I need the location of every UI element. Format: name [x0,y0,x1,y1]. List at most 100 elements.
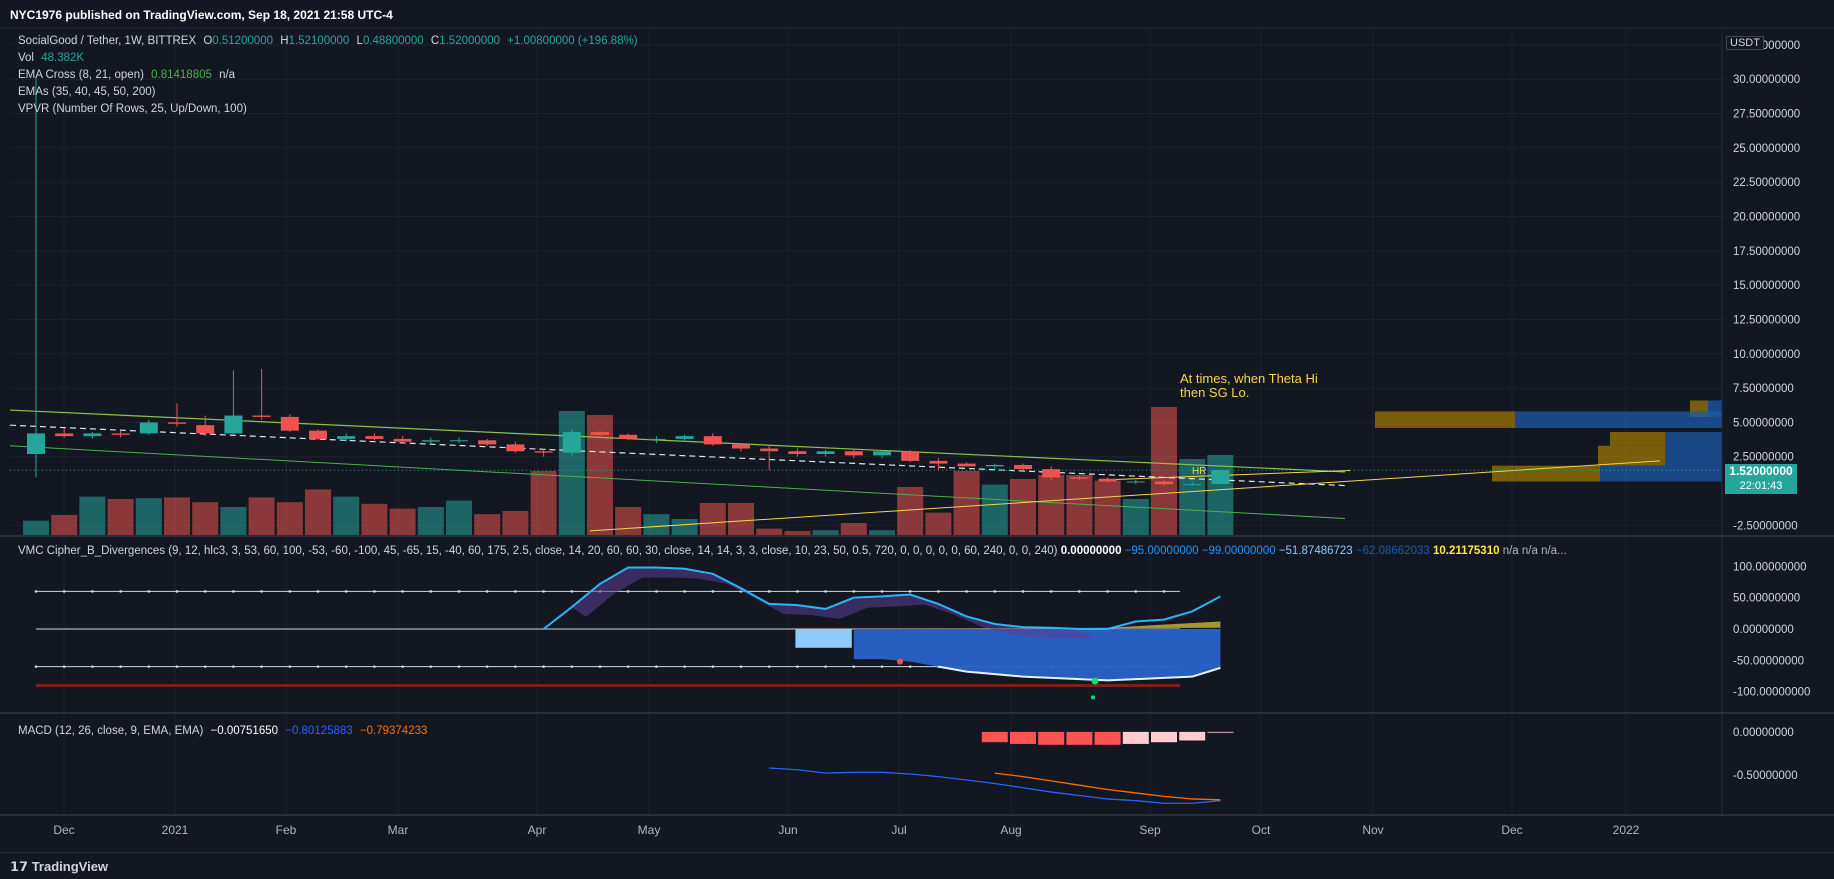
time-axis-label: Sep [1139,823,1161,837]
time-axis[interactable]: Dec 2021 Feb Mar Apr May Jun Jul Aug Sep Oct Nov Dec… [53,823,1639,837]
emas-label: EMAs (35, 40, 45, 50, 200) [18,86,156,98]
vmc-dot [457,665,461,668]
vpvr-legend[interactable]: VPVR (Number Of Rows, 25, Up/Down, 100) [18,103,247,115]
channel-upper-line [9,409,1346,473]
vmc-axis-label: 100.00000000 [1733,561,1807,573]
vmc-dot [34,590,38,593]
vmc-value: n/a [1499,545,1519,557]
macd-legend[interactable]: MACD (12, 26, close, 9, EMA, EMA) −0.007… [18,725,427,737]
annotation-line-2: then SG Lo. [1180,385,1250,400]
candle-body [506,444,525,452]
vmc-values: 0.00000000 −95.00000000 −99.00000000 −51… [1061,545,1567,557]
price-tick-label: 10.00000000 [1733,349,1800,361]
macd-hist-bar [1207,731,1234,733]
candle-body [252,415,271,417]
vmc-axis-label: 0.00000000 [1733,624,1794,636]
price-axis[interactable]: 32.5000000030.0000000027.5000000025.0000… [1721,30,1800,815]
vmc-dot [344,665,348,668]
candle-body [562,432,581,453]
time-axis-label: May [638,823,661,837]
vmc-dot [62,665,66,668]
candle-body [1183,484,1202,486]
time-axis-label: Aug [1000,823,1021,837]
vmc-dot [260,665,263,668]
vmc-green-dot [1091,677,1099,685]
volume-bar [220,507,247,535]
pane-separators [0,27,1834,816]
vmc-dot [598,665,602,668]
candle-body [844,451,863,456]
vmc-dot [175,590,179,593]
ema-cross-legend[interactable]: EMA Cross (8, 21, open) 0.81418805 n/a [18,69,235,81]
vpvr-down-row [1665,445,1722,466]
price-tick-label: 2.50000000 [1733,452,1794,464]
volume-legend[interactable]: Vol 48.382K [18,52,84,64]
price-tick-label: 25.00000000 [1733,143,1800,155]
macd-pane: 0.00000000 -0.50000000 [769,727,1798,804]
candle-body [280,416,299,431]
currency-button[interactable]: USDT [1726,36,1764,50]
vmc-dot [34,665,38,668]
vmc-dot [316,665,320,668]
macd-hist-bar [1179,731,1206,741]
candle-body [1070,477,1089,479]
ema-cross-value: 0.81418805 [151,69,212,81]
vmc-dot [852,665,856,668]
countdown: 22:01:43 [1739,480,1783,492]
volume-bar [784,531,811,535]
symbol-name: SocialGood / Tether, 1W, BITTREX [18,35,197,47]
vmc-yellow-area [853,621,1221,629]
channel-lower-line [9,445,1346,520]
vmc-dot [401,665,404,668]
vmc-dot [542,590,545,593]
vmc-axis-label: 50.00000000 [1733,593,1800,605]
volume-bar [840,523,867,535]
vmc-dot [91,590,94,593]
volume-bar [699,503,726,535]
candle-body [450,440,468,442]
vmc-dot [570,590,574,593]
vpvr-down-row [1665,432,1722,446]
vmc-dot [1078,590,1081,593]
vmc-dot [260,590,263,593]
vpvr-up-row [1610,432,1665,446]
vmc-dot [147,665,151,668]
volume-bar [446,500,472,535]
vmc-dot [429,590,433,593]
volume-bars [23,407,1234,535]
volume-bar [51,515,78,535]
volume-value: 48.382K [41,52,85,64]
macd-hist-bar [1038,731,1065,745]
volume-bar [135,498,162,535]
volume-bar [248,497,275,535]
vmc-dot [373,590,376,593]
emas-legend[interactable]: EMAs (35, 40, 45, 50, 200) [18,86,155,98]
macd-hist-bar [1151,731,1177,743]
time-axis-label: Feb [276,823,297,837]
tradingview-logo[interactable]: 𝟭𝟳 TradingView [10,859,108,875]
candle-body [957,463,976,467]
vmc-dot [288,590,292,593]
volume-bar [23,520,49,535]
projection-line-1 [589,460,1661,532]
candle-body [1014,464,1032,470]
symbol-legend[interactable]: SocialGood / Tether, 1W, BITTREX O0.5120… [18,35,638,47]
time-axis-label: Dec [1501,823,1522,837]
macd-hist-bar [1066,731,1093,745]
candle-body [647,438,666,440]
macd-axis-label: -0.50000000 [1733,770,1798,782]
vmc-dot [542,665,545,668]
volume-label: Vol [18,52,34,64]
open-label: O [203,35,213,47]
time-axis-label: Jul [891,823,906,837]
vmc-legend[interactable]: VMC Cipher_B_Divergences (9, 12, hlc3, 3… [18,545,1567,557]
volume-bar [1207,455,1234,535]
macd-line [769,767,1221,804]
macd-line-value: −0.80125883 [285,725,353,737]
footer: 𝟭𝟳 TradingView [0,852,1834,879]
low-value: 0.48800000 [362,35,424,47]
vmc-red-dot [897,658,903,665]
vmc-wave2-area [571,567,1094,639]
vmc-dot [1162,590,1166,593]
